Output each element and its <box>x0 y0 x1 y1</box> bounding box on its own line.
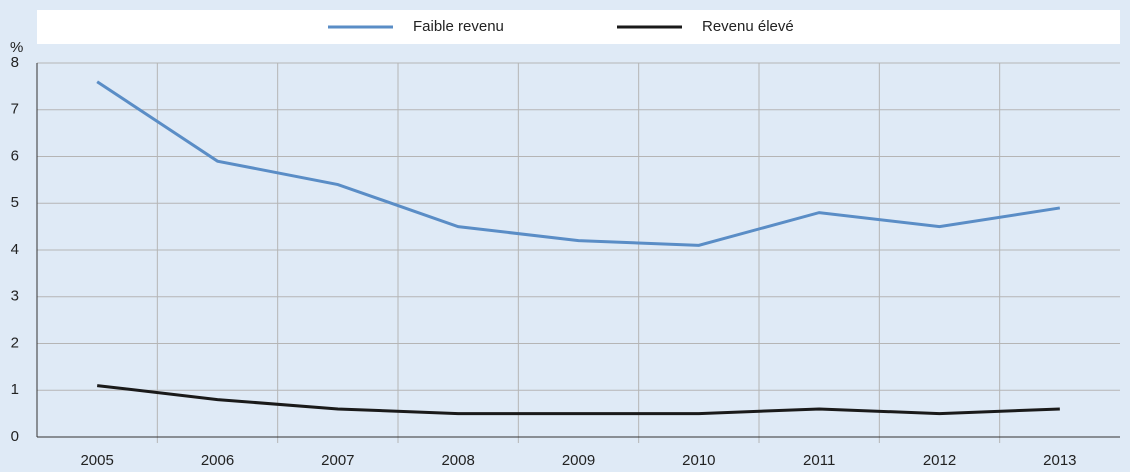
line-series <box>96 80 1061 247</box>
y-tick-label: 0 <box>11 428 19 445</box>
y-unit: % <box>10 39 23 56</box>
y-tick-label: 3 <box>11 288 19 305</box>
line-series <box>96 384 1060 416</box>
x-tick-label: 2012 <box>923 452 956 469</box>
x-tick-label: 2011 <box>803 452 835 469</box>
x-tick-label: 2013 <box>1043 452 1076 469</box>
x-tick-label: 2010 <box>682 452 715 469</box>
y-tick-label: 1 <box>11 381 19 398</box>
y-tick-label: 4 <box>11 241 19 258</box>
legend-box <box>37 10 1120 44</box>
x-tick-label: 2007 <box>321 452 354 469</box>
y-tick-label: 5 <box>11 194 19 211</box>
y-tick-label: 6 <box>11 147 19 164</box>
x-tick-label: 2008 <box>441 452 474 469</box>
legend-label: Revenu élevé <box>702 18 794 35</box>
x-tick-label: 2009 <box>562 452 595 469</box>
y-tick-label: 7 <box>11 101 19 118</box>
x-tick-label: 2005 <box>80 452 113 469</box>
legend-label: Faible revenu <box>413 18 504 35</box>
x-tick-label: 2006 <box>201 452 234 469</box>
y-tick-label: 2 <box>11 334 19 351</box>
y-tick-label: 8 <box>11 54 19 71</box>
